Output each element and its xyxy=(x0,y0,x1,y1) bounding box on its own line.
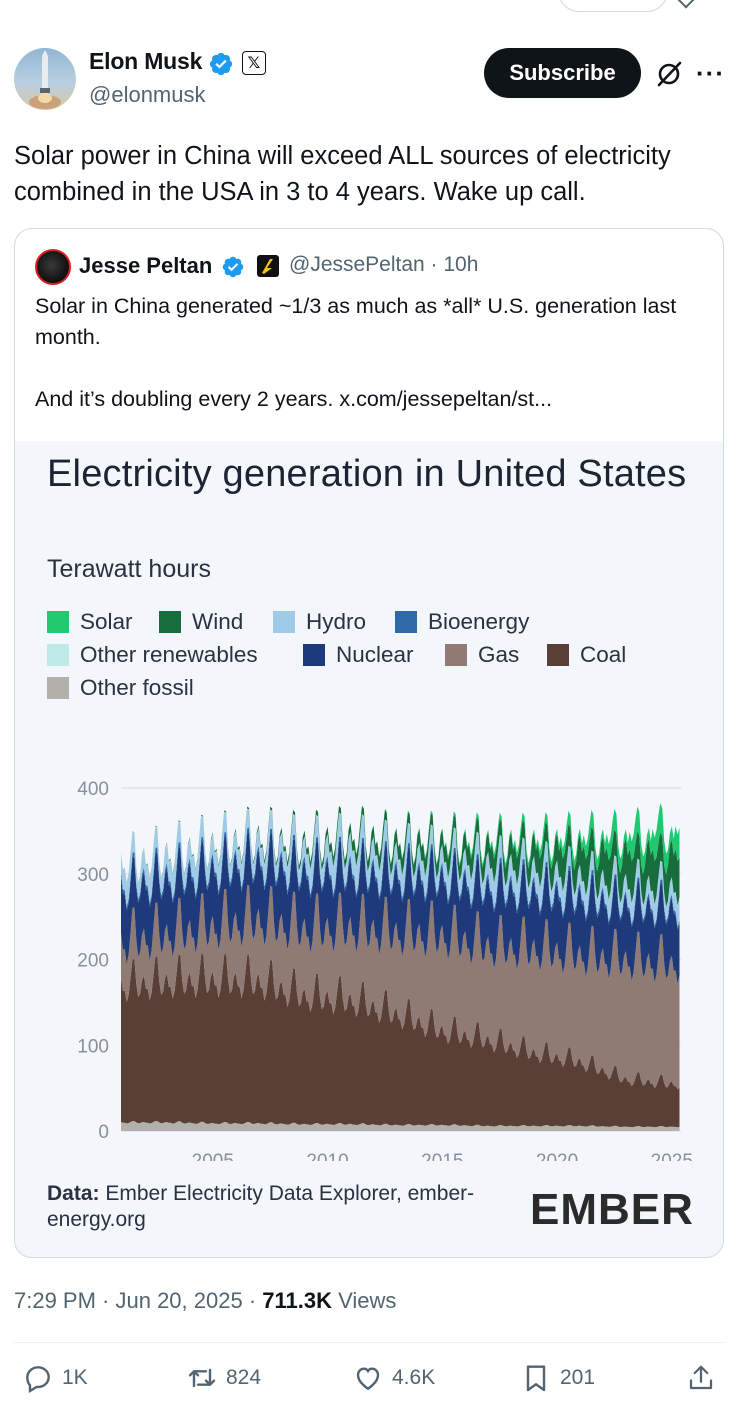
quoted-text-line: And it’s doubling every 2 years. x.com/j… xyxy=(35,387,553,411)
legend-swatch xyxy=(303,644,325,666)
quoted-text-line: Solar in China generated ~1/3 as much as… xyxy=(35,294,677,349)
y-tick-label: 200 xyxy=(77,951,109,972)
chart-subtitle: Terawatt hours xyxy=(47,555,211,583)
y-tick-label: 0 xyxy=(98,1122,109,1143)
chart-source: Data: Ember Electricity Data Explorer, e… xyxy=(47,1181,497,1233)
legend-label: Nuclear xyxy=(336,642,414,667)
legend-label: Coal xyxy=(580,642,627,667)
x-affiliate-icon: 𝕏 xyxy=(242,51,266,75)
x-tick-label: 2015 xyxy=(421,1151,463,1161)
reply-count: 1K xyxy=(62,1366,88,1389)
series-area-coal xyxy=(121,953,680,1128)
reply-icon xyxy=(26,1366,50,1394)
legend-item-wind: Wind xyxy=(159,609,243,635)
legend-swatch xyxy=(547,644,569,666)
y-tick-label: 300 xyxy=(77,865,109,886)
avatar[interactable] xyxy=(14,48,76,110)
quoted-author-handle[interactable]: @JessePeltan · 10h xyxy=(289,253,479,276)
more-options-icon[interactable]: ··· xyxy=(696,58,725,88)
verified-badge-icon xyxy=(222,256,244,278)
legend-label: Other renewables xyxy=(80,642,258,667)
repost-icon xyxy=(188,1368,216,1388)
series-area-gas xyxy=(121,885,680,1090)
legend-item-hydro: Hydro xyxy=(273,609,366,635)
legend-item-bioenergy: Bioenergy xyxy=(395,609,529,635)
like-button[interactable]: 4.6K xyxy=(352,1362,435,1394)
divider xyxy=(14,1342,726,1343)
legend-swatch xyxy=(395,611,417,633)
repost-button[interactable]: 824 xyxy=(186,1362,261,1394)
legend-label: Hydro xyxy=(306,609,367,634)
views-label: Views xyxy=(332,1288,397,1313)
quoted-post-text: Solar in China generated ~1/3 as much as… xyxy=(35,291,705,415)
legend-label: Bioenergy xyxy=(428,609,530,634)
legend-swatch xyxy=(273,611,295,633)
legend-label: Gas xyxy=(478,642,520,667)
legend-item-other-fossil: Other fossil xyxy=(47,675,194,701)
x-tick-label: 2010 xyxy=(306,1151,348,1161)
bookmark-icon xyxy=(526,1365,546,1392)
post-timestamp[interactable]: 7:29 PM · Jun 20, 2025 · xyxy=(14,1288,263,1313)
like-count: 4.6K xyxy=(392,1366,436,1389)
y-tick-label: 400 xyxy=(77,779,109,800)
legend-swatch xyxy=(445,644,467,666)
series-area-nuclear xyxy=(121,832,680,984)
legend-label: Wind xyxy=(192,609,244,634)
bookmark-count: 201 xyxy=(560,1366,596,1389)
legend-label: Solar xyxy=(80,609,133,634)
rocket-launch-avatar-icon xyxy=(29,50,61,109)
quoted-author-name[interactable]: Jesse Peltan xyxy=(79,253,213,278)
legend-item-solar: Solar xyxy=(47,609,133,635)
heart-icon xyxy=(356,1367,380,1391)
post-meta: 7:29 PM · Jun 20, 2025 · 711.3K Views xyxy=(14,1288,396,1314)
x-tick-label: 2020 xyxy=(536,1151,578,1161)
legend-swatch xyxy=(159,611,181,633)
chart-image[interactable]: Electricity generation in United States … xyxy=(15,441,723,1257)
legend-item-coal: Coal xyxy=(547,642,626,668)
legend-swatch xyxy=(47,644,69,666)
ember-logo: EMBER xyxy=(530,1186,694,1228)
follow-pill-fragment[interactable] xyxy=(558,0,668,12)
author-name[interactable]: Elon Musk xyxy=(89,48,203,74)
series-area-hydro xyxy=(121,809,680,927)
spacer xyxy=(35,353,705,384)
legend-label: Other fossil xyxy=(80,675,194,700)
legend-item-other-renewables: Other renewables xyxy=(47,642,258,668)
legend-swatch xyxy=(47,677,69,699)
author-handle[interactable]: @elonmusk xyxy=(89,82,206,107)
verified-badge-icon xyxy=(209,52,233,76)
post-text: Solar power in China will exceed ALL sou… xyxy=(14,142,671,206)
series-area-wind xyxy=(121,805,680,907)
chevron-down-icon[interactable] xyxy=(677,0,695,9)
grok-icon[interactable] xyxy=(655,60,683,88)
area-chart: 0 100 200 300 400 2005 2010 2015 2020 2025 xyxy=(77,779,693,1161)
legend-item-nuclear: Nuclear xyxy=(303,642,414,668)
legend-item-gas: Gas xyxy=(445,642,519,668)
repost-count: 824 xyxy=(226,1366,262,1389)
source-text: Ember Electricity Data Explorer, ember-e… xyxy=(47,1182,475,1231)
x-tick-label: 2025 xyxy=(651,1151,693,1161)
views-count: 711.3K xyxy=(262,1288,332,1313)
quoted-author-avatar[interactable] xyxy=(35,249,71,285)
share-icon xyxy=(689,1365,713,1390)
series-area-other-fossil xyxy=(121,1121,680,1131)
legend-swatch xyxy=(47,611,69,633)
reply-button[interactable]: 1K xyxy=(22,1362,88,1394)
y-tick-label: 100 xyxy=(77,1036,109,1057)
chart-title: Electricity generation in United States xyxy=(47,453,687,495)
affiliate-badge-icon xyxy=(257,255,279,277)
subscribe-button[interactable]: Subscribe xyxy=(484,48,641,98)
x-tick-label: 2005 xyxy=(192,1151,234,1161)
share-button[interactable] xyxy=(686,1362,724,1394)
ember-logo-text: EMBER xyxy=(530,1186,694,1228)
bookmark-button[interactable]: 201 xyxy=(520,1362,595,1394)
source-label: Data: xyxy=(47,1182,100,1205)
quoted-post-card[interactable]: Jesse Peltan @JessePeltan · 10h Solar in… xyxy=(14,228,724,1258)
